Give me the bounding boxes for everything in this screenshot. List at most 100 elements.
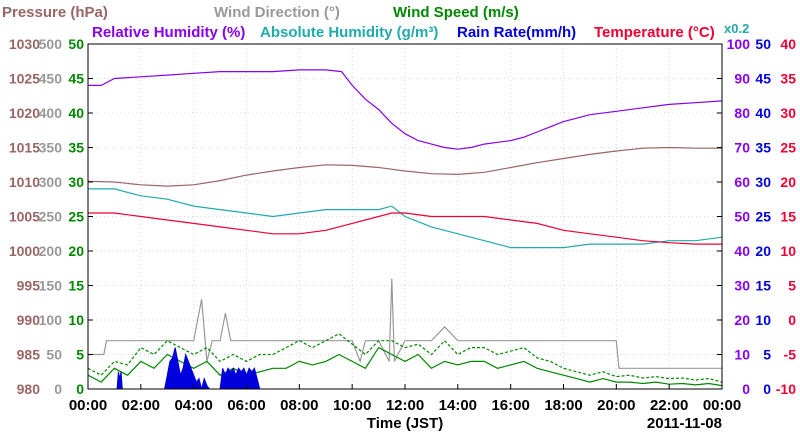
legend-pressure-hpa: Pressure (hPa) [2,4,108,21]
series-relative-humidity [88,69,722,150]
temperature-tick-label: -10 [776,381,796,397]
axis-ticks: 1030102510201015101010051000995990985980… [9,36,796,414]
legend-rain-rate-mm-h: Rain Rate(mm/h) [457,24,576,41]
scale-note: x0.2 [724,21,749,36]
pressure-tick-label: 1030 [9,36,40,52]
relative-humidity-tick-label: 50 [734,209,750,225]
wind-direction-tick-label: 400 [39,105,63,121]
relative-humidity-tick-label: 0 [742,381,750,397]
relative-humidity-tick-label: 80 [734,105,750,121]
wind-speed-tick-label: 45 [68,71,84,87]
legend-wind-speed-m-s: Wind Speed (m/s) [393,4,519,21]
pressure-tick-label: 985 [17,347,41,363]
temperature-tick-label: 10 [780,243,796,259]
x-tick-label: 00:00 [69,397,107,414]
wind-speed-tick-label: 0 [76,381,84,397]
x-tick-label: 14:00 [439,397,477,414]
temperature-tick-label: 0 [788,312,796,328]
relative-humidity-tick-label: 100 [727,36,751,52]
wind-direction-tick-label: 100 [39,312,63,328]
temperature-tick-label: 15 [780,209,796,225]
x-tick-label: 18:00 [544,397,582,414]
wind-speed-tick-label: 15 [68,278,84,294]
relative-humidity-tick-label: 10 [734,347,750,363]
rain-rate-tick-label: 5 [763,347,771,363]
rain-rate-tick-label: 35 [755,140,771,156]
temperature-tick-label: 20 [780,174,796,190]
wind-speed-tick-label: 50 [68,36,84,52]
wind-speed-tick-label: 20 [68,243,84,259]
rain-rate-tick-label: 30 [755,174,771,190]
relative-humidity-tick-label: 20 [734,312,750,328]
rain-rate-tick-label: 15 [755,278,771,294]
pressure-tick-label: 1005 [9,209,40,225]
legend: Pressure (hPa) Wind Direction (°) Wind Spe… [2,4,715,41]
x-tick-label: 06:00 [227,397,265,414]
x-tick-label: 04:00 [174,397,212,414]
wind-speed-tick-label: 10 [68,312,84,328]
wind-direction-tick-label: 500 [39,36,63,52]
pressure-tick-label: 995 [17,278,41,294]
wind-speed-tick-label: 25 [68,209,84,225]
x-tick-label: 16:00 [491,397,529,414]
legend-absolute-humidity-g-m: Absolute Humidity (g/m³) [260,24,438,41]
wind-direction-tick-label: 0 [54,381,62,397]
rain-rate-tick-label: 40 [755,105,771,121]
series-pressure-hpa [88,146,722,187]
rain-rate-tick-label: 0 [763,381,771,397]
pressure-tick-label: 980 [17,381,41,397]
x-tick-label: 12:00 [386,397,424,414]
rain-rate-tick-label: 45 [755,71,771,87]
rain-rate-tick-label: 20 [755,243,771,259]
wind-direction-tick-label: 300 [39,174,63,190]
legend-wind-direction: Wind Direction (°) [214,4,340,21]
date-label: 2011-11-08 [647,415,722,432]
wind-direction-tick-label: 50 [46,347,62,363]
pressure-tick-label: 1000 [9,243,40,259]
series-rain-rate-mm-h [88,347,722,389]
series-temperature-c [88,212,722,245]
x-tick-label: 22:00 [650,397,688,414]
series-wind-speed-gust-m-s [88,333,722,383]
pressure-tick-label: 1020 [9,105,40,121]
relative-humidity-tick-label: 70 [734,140,750,156]
pressure-tick-label: 1025 [9,71,40,87]
temperature-tick-label: 5 [788,278,796,294]
x-tick-label: 02:00 [122,397,160,414]
rain-rate-tick-label: 10 [755,312,771,328]
temperature-tick-label: 35 [780,71,796,87]
wind-speed-tick-label: 5 [76,347,84,363]
pressure-tick-label: 1015 [9,140,40,156]
relative-humidity-tick-label: 90 [734,71,750,87]
x-tick-label: 00:00 [703,397,741,414]
wind-direction-tick-label: 250 [39,209,63,225]
series-wind-speed-m-s [88,346,722,387]
plot-series [88,69,722,389]
wind-direction-tick-label: 450 [39,71,63,87]
temperature-tick-label: 25 [780,140,796,156]
wind-direction-tick-label: 200 [39,243,63,259]
pressure-tick-label: 1010 [9,174,40,190]
relative-humidity-tick-label: 60 [734,174,750,190]
rain-rate-tick-label: 25 [755,209,771,225]
series-wind-direction [88,278,722,369]
legend-relative-humidity: Relative Humidity (%) [92,24,245,41]
relative-humidity-tick-label: 40 [734,243,750,259]
wind-speed-tick-label: 40 [68,105,84,121]
temperature-tick-label: -5 [784,347,797,363]
temperature-tick-label: 30 [780,105,796,121]
x-tick-label: 10:00 [333,397,371,414]
wind-direction-tick-label: 150 [39,278,63,294]
wind-direction-tick-label: 350 [39,140,63,156]
rain-rate-tick-label: 50 [755,36,771,52]
wind-speed-tick-label: 35 [68,140,84,156]
wind-speed-tick-label: 30 [68,174,84,190]
series-absolute-humidity-g-m [88,188,722,249]
pressure-tick-label: 990 [17,312,41,328]
relative-humidity-tick-label: 30 [734,278,750,294]
x-axis-label: Time (JST) [367,415,443,432]
legend-temperature-c: Temperature (°C) [594,24,715,41]
x-tick-label: 20:00 [597,397,635,414]
temperature-tick-label: 40 [780,36,796,52]
